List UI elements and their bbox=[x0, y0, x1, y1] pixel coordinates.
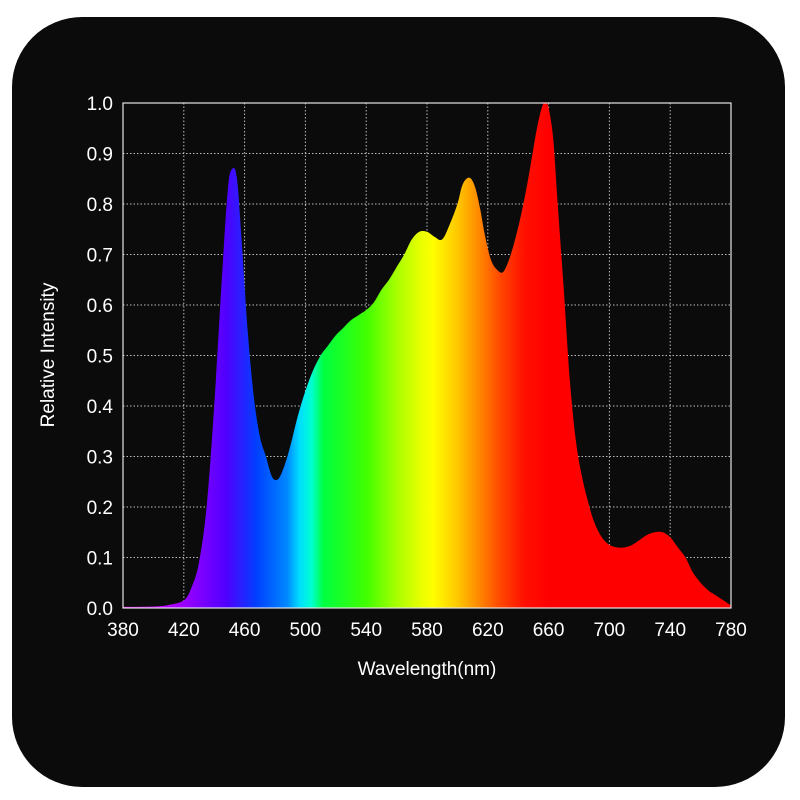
x-tick-label: 580 bbox=[411, 620, 443, 641]
x-axis-title: Wavelength(nm) bbox=[358, 659, 497, 680]
x-tick-label: 460 bbox=[229, 620, 261, 641]
y-tick-label: 0.2 bbox=[87, 498, 113, 519]
x-tick-label: 700 bbox=[594, 620, 626, 641]
y-tick-label: 0.5 bbox=[87, 347, 113, 368]
x-tick-label: 740 bbox=[654, 620, 686, 641]
y-tick-label: 1.0 bbox=[87, 94, 113, 115]
x-tick-label: 780 bbox=[715, 620, 747, 641]
plot-frame bbox=[122, 102, 732, 609]
y-tick-label: 0.8 bbox=[87, 195, 113, 216]
x-tick-label: 540 bbox=[350, 620, 382, 641]
y-tick-label: 0.3 bbox=[87, 448, 113, 469]
y-axis-ticks: 0.0 0.1 0.2 0.3 0.4 0.5 0.6 0.7 0.8 0.9 1.0 bbox=[87, 94, 114, 620]
x-tick-label: 500 bbox=[290, 620, 322, 641]
y-tick-label: 0.4 bbox=[87, 397, 114, 418]
chart-card: 380 420 460 500 540 580 620 660 700 740 780 0.0 0.1… bbox=[12, 17, 785, 787]
spectrum-chart: 380 420 460 500 540 580 620 660 700 740 780 0.0 0.1… bbox=[38, 94, 747, 680]
x-axis-ticks: 380 420 460 500 540 580 620 660 700 740 780 bbox=[107, 620, 747, 641]
y-tick-label: 0.1 bbox=[87, 549, 113, 570]
y-tick-label: 0.6 bbox=[87, 296, 113, 317]
x-tick-label: 380 bbox=[107, 620, 139, 641]
y-tick-label: 0.7 bbox=[87, 246, 113, 267]
x-tick-label: 620 bbox=[472, 620, 504, 641]
y-tick-label: 0.0 bbox=[87, 599, 113, 620]
x-tick-label: 420 bbox=[168, 620, 200, 641]
spectrum-area bbox=[123, 102, 731, 608]
x-tick-label: 660 bbox=[533, 620, 565, 641]
y-axis-title: Relative Intensity bbox=[38, 282, 59, 427]
y-tick-label: 0.9 bbox=[87, 145, 113, 166]
